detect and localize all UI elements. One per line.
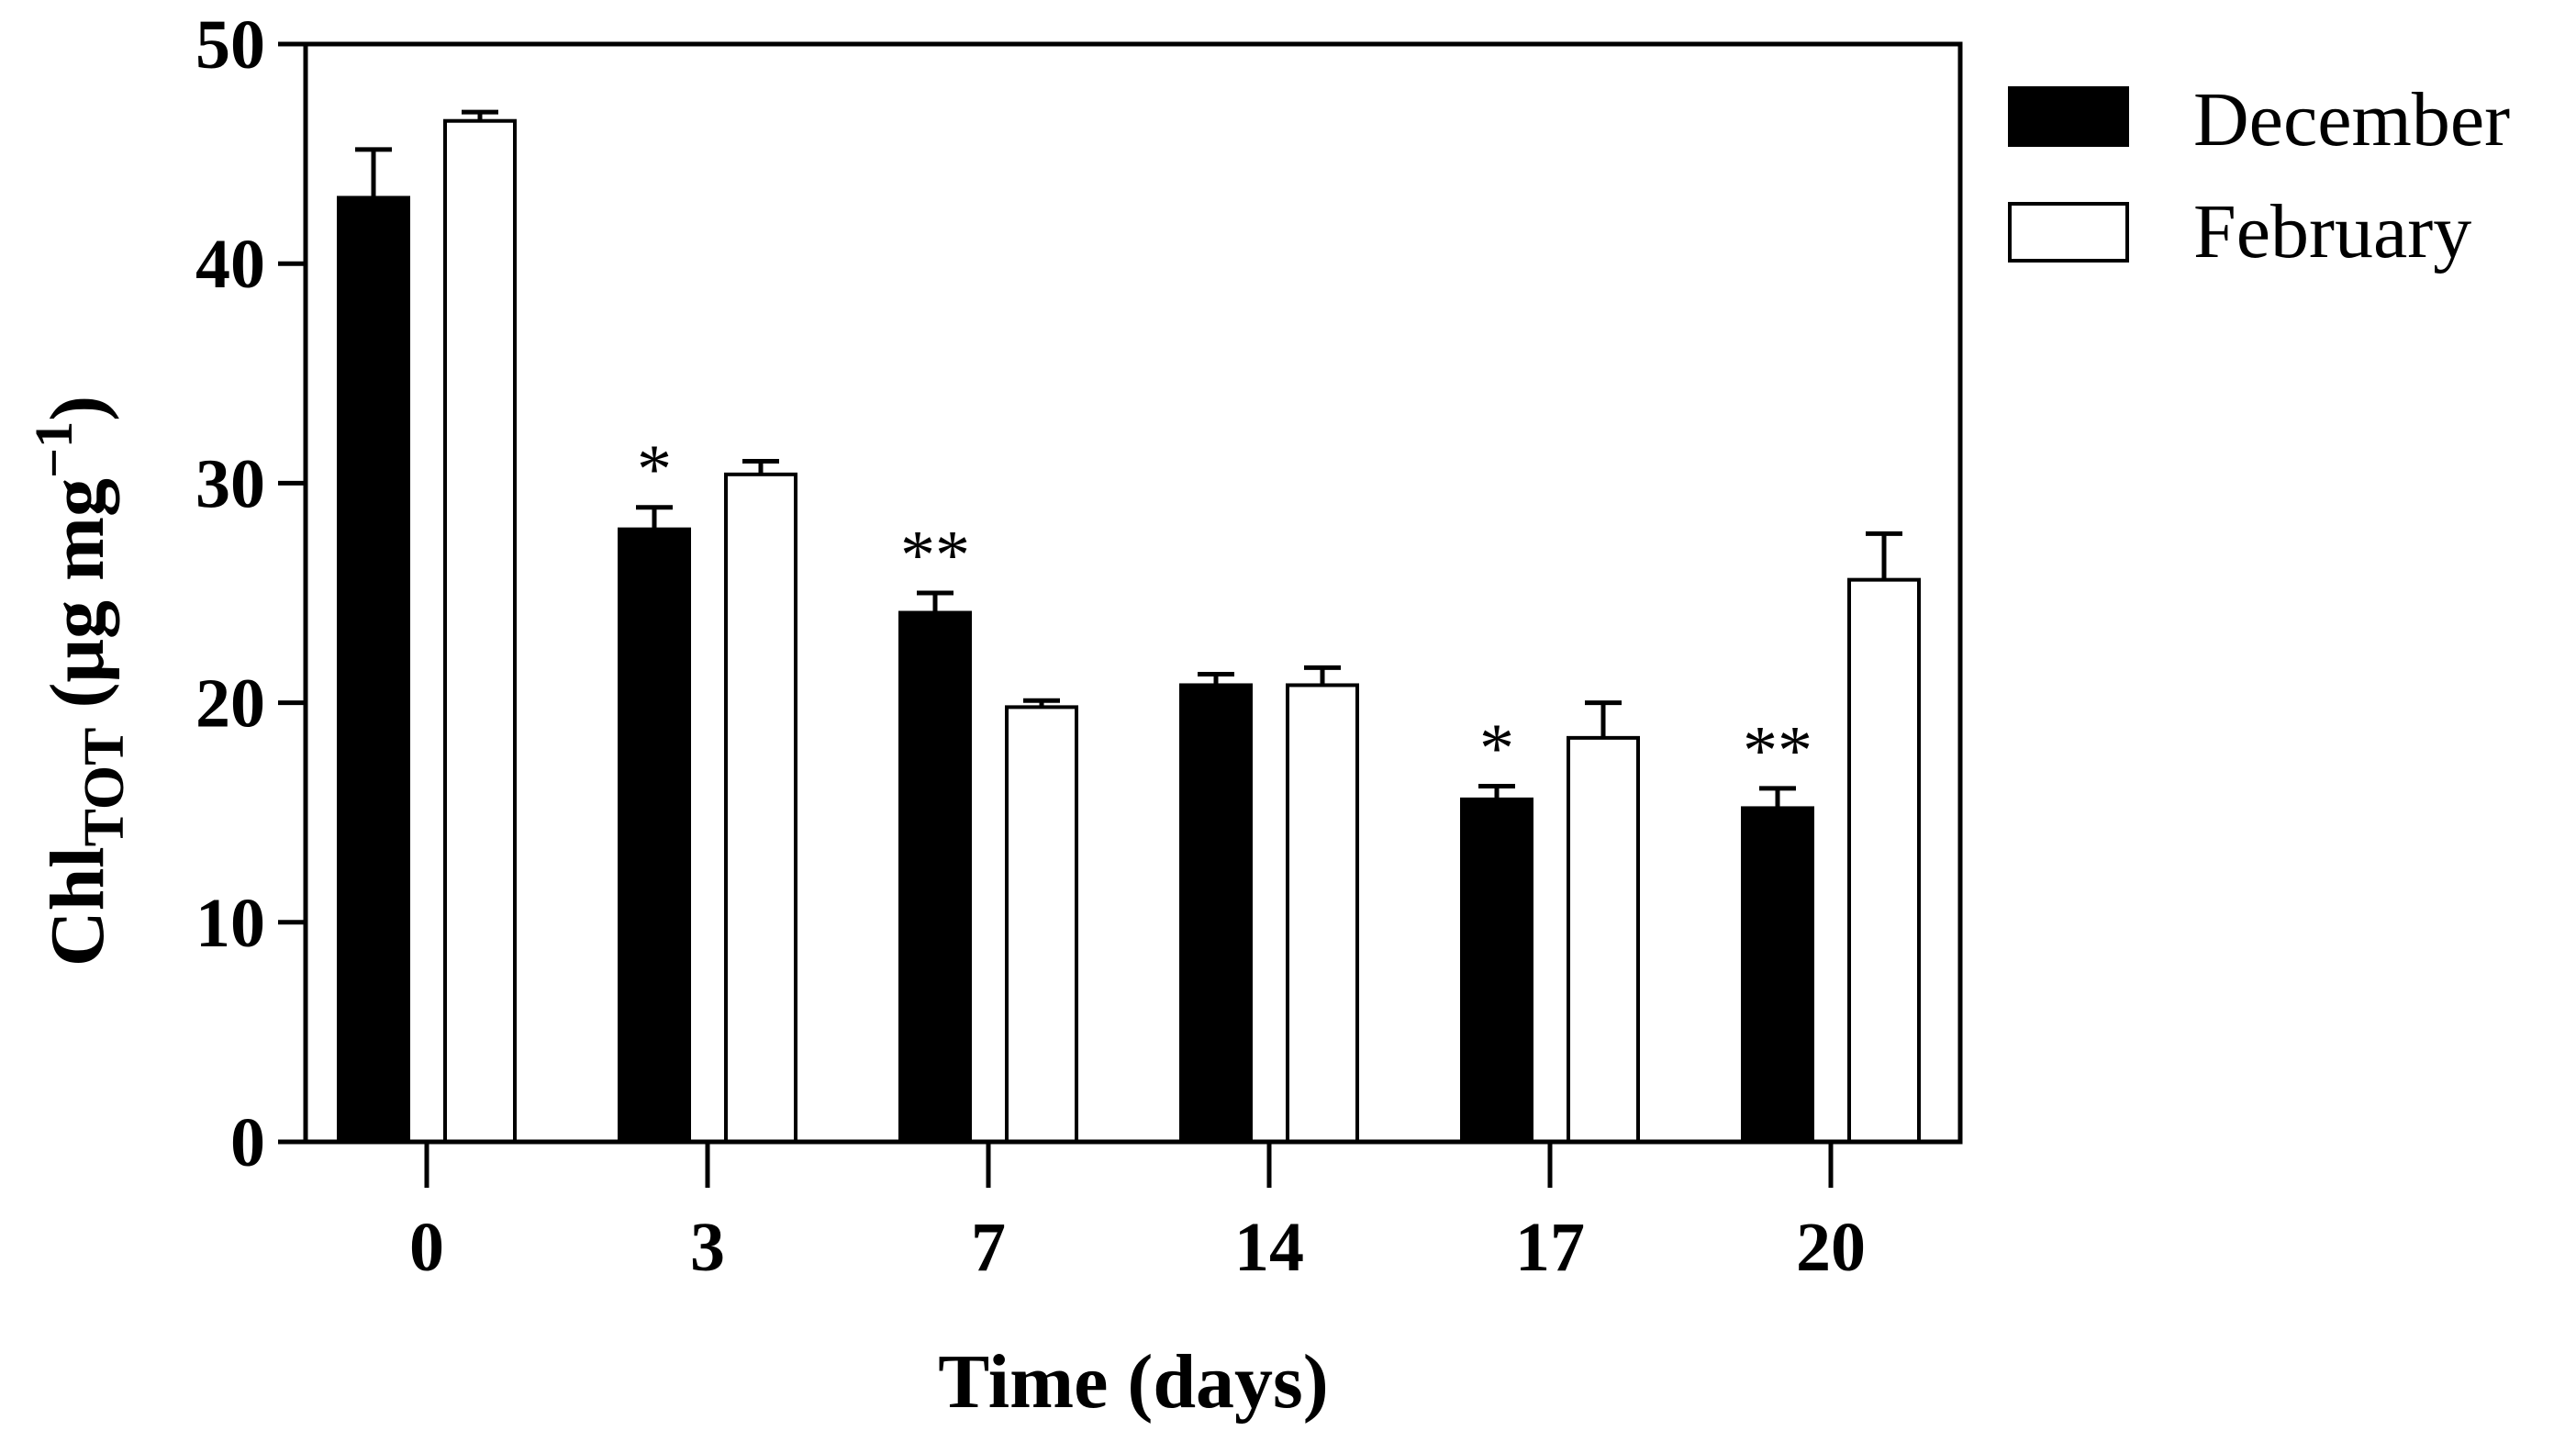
significance-marker-day-20: ** — [1743, 712, 1812, 789]
axes-layer: 0 10 20 30 40 50 0 3 7 14 17 20 — [195, 6, 1963, 1286]
bar-december-day-7 — [898, 610, 972, 1144]
bar-february-day-17 — [1567, 735, 1640, 1144]
bar-december-day-17 — [1460, 797, 1533, 1145]
bar-december-day-20 — [1741, 806, 1814, 1145]
bars-layer: **** ** — [337, 109, 1921, 1145]
y-tick-label-10: 10 — [195, 885, 265, 962]
y-tick-label-30: 30 — [195, 445, 265, 522]
significance-marker-day-7: ** — [900, 517, 970, 594]
bar-february-day-3 — [724, 472, 797, 1144]
x-tick-label-0: 0 — [409, 1209, 444, 1286]
bar-december-day-0 — [337, 196, 410, 1145]
legend-label-december: December — [2193, 77, 2510, 162]
legend-swatch-december — [2008, 86, 2129, 147]
y-tick-label-50: 50 — [195, 6, 265, 84]
x-tick-label-7: 7 — [971, 1209, 1006, 1286]
significance-marker-day-3: * — [637, 431, 672, 509]
y-axis-title: ChlTOT (μg mg−1) — [24, 396, 136, 967]
y-axis-title-prefix: Chl — [35, 846, 120, 967]
y-axis-title-close: ) — [35, 396, 120, 421]
y-tick-label-0: 0 — [230, 1104, 265, 1181]
bar-december-day-14 — [1179, 683, 1253, 1144]
bar-february-day-0 — [443, 118, 517, 1145]
bar-december-day-3 — [618, 527, 691, 1144]
legend-label-february: February — [2193, 189, 2471, 274]
x-tick-label-17: 17 — [1515, 1209, 1585, 1286]
x-tick-label-14: 14 — [1234, 1209, 1304, 1286]
significance-marker-day-17: * — [1479, 710, 1514, 787]
plot-frame — [303, 41, 1963, 1145]
y-axis-title-subscript: TOT — [73, 728, 136, 847]
x-tick-label-3: 3 — [690, 1209, 725, 1286]
x-axis-title: Time (days) — [938, 1339, 1328, 1425]
y-tick-label-40: 40 — [195, 226, 265, 303]
x-tick-label-20: 20 — [1796, 1209, 1866, 1286]
y-axis-title-units: (μg mg — [35, 478, 120, 728]
legend: December February — [2008, 77, 2510, 274]
y-tick-label-20: 20 — [195, 665, 265, 743]
bar-february-day-20 — [1847, 577, 1921, 1144]
y-axis-title-exponent: −1 — [24, 421, 84, 478]
bar-february-day-7 — [1005, 705, 1078, 1144]
legend-swatch-february — [2008, 202, 2129, 263]
bar-february-day-14 — [1286, 683, 1359, 1144]
